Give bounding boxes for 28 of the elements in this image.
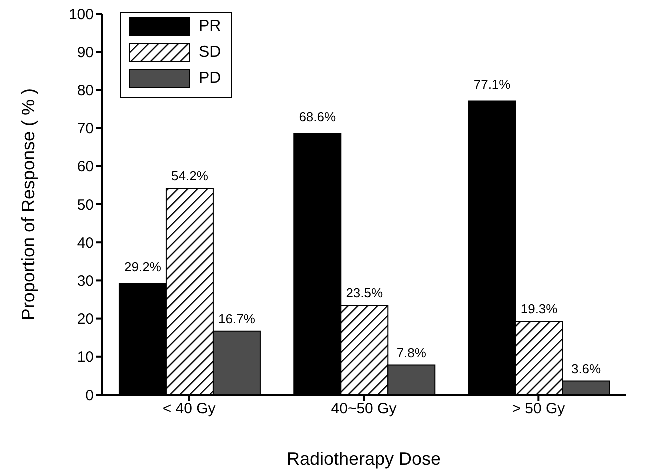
data-label: 23.5% [346, 285, 384, 300]
data-label: 68.6% [299, 110, 336, 125]
data-label: 3.6% [571, 361, 602, 376]
legend-label: PD [199, 70, 222, 88]
x-tick-label: 40~50 Gy [331, 400, 398, 418]
legend-label: SD [199, 44, 222, 62]
y-tick-label: 90 [77, 44, 94, 62]
y-tick-label: 80 [77, 82, 94, 100]
data-label: 7.8% [396, 345, 427, 360]
y-tick-label: 50 [77, 196, 94, 214]
y-tick-label: 20 [77, 311, 94, 328]
x-axis-title: Radiotherapy Dose [286, 449, 442, 469]
x-tick-label: > 50 Gy [512, 400, 566, 418]
data-label: 54.2% [172, 168, 209, 184]
data-label: 77.1% [474, 77, 512, 92]
data-label: 19.3% [520, 301, 558, 316]
y-tick-label: 0 [86, 387, 94, 404]
y-tick-label: 10 [77, 349, 94, 366]
legend-label: PR [199, 18, 222, 36]
y-tick-label: 40 [77, 234, 94, 252]
x-tick-label: < 40 Gy [162, 400, 216, 418]
y-axis-title: Proportion of Response ( % ) [18, 88, 38, 321]
y-tick-label: 30 [77, 273, 94, 290]
y-tick-label: 70 [77, 120, 94, 138]
y-tick-label: 100 [68, 6, 94, 24]
data-label: 16.7% [218, 311, 256, 326]
data-label: 29.2% [124, 260, 162, 275]
y-tick-label: 60 [77, 158, 94, 176]
